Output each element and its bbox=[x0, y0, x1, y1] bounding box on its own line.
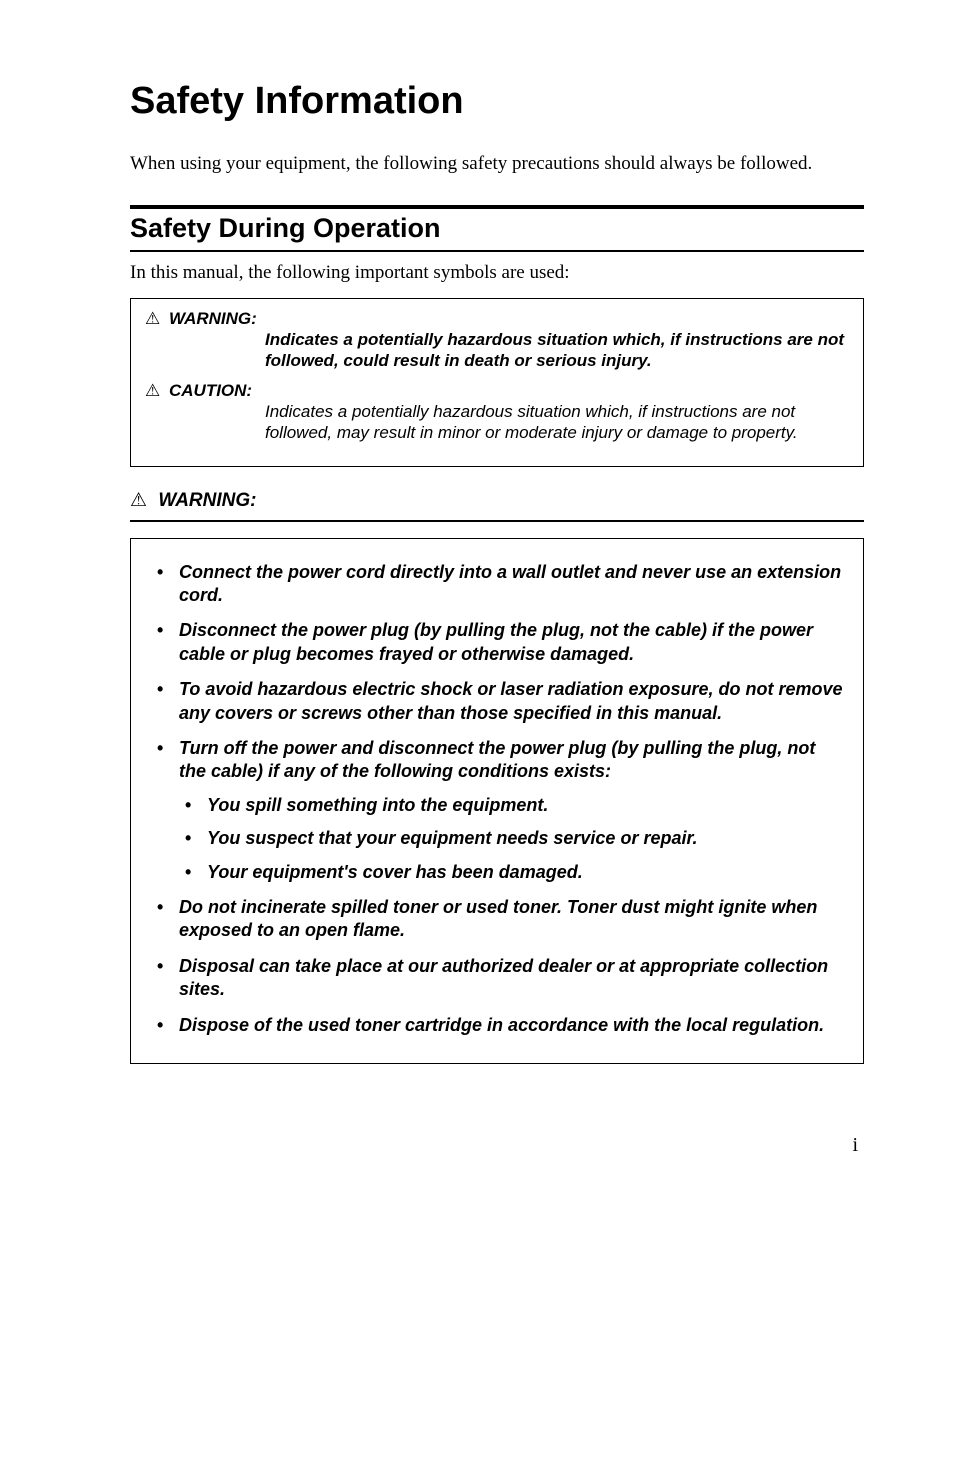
list-item: Connect the power cord directly into a w… bbox=[151, 561, 843, 608]
list-item: Do not incinerate spilled toner or used … bbox=[151, 896, 843, 943]
page-number: i bbox=[130, 1134, 864, 1157]
intro-paragraph: When using your equipment, the following… bbox=[130, 151, 864, 177]
caution-triangle-icon: ⚠ bbox=[145, 381, 160, 400]
section-intro: In this manual, the following important … bbox=[130, 262, 864, 284]
warning-label-text: WARNING: bbox=[169, 309, 257, 328]
list-item: You spill something into the equipment. bbox=[179, 794, 843, 817]
list-item-text: Do not incinerate spilled toner or used … bbox=[179, 897, 817, 940]
page-title: Safety Information bbox=[130, 80, 864, 123]
warning-definition: Indicates a potentially hazardous situat… bbox=[265, 329, 849, 372]
page-container: Safety Information When using your equip… bbox=[0, 0, 954, 1197]
warning-label: ⚠ WARNING: bbox=[145, 309, 257, 328]
warning-heading-rule: ⚠ WARNING: bbox=[130, 489, 864, 522]
warning-heading: ⚠ WARNING: bbox=[130, 489, 864, 512]
list-item-text: To avoid hazardous electric shock or las… bbox=[179, 679, 843, 722]
list-item: Your equipment's cover has been damaged. bbox=[179, 861, 843, 884]
list-item-text: Disposal can take place at our authorize… bbox=[179, 956, 828, 999]
list-item-text: Disconnect the power plug (by pulling th… bbox=[179, 620, 813, 663]
warning-heading-text: WARNING: bbox=[158, 490, 256, 511]
warning-list-box: Connect the power cord directly into a w… bbox=[130, 538, 864, 1064]
section-heading: Safety During Operation bbox=[130, 213, 864, 244]
list-item: Disposal can take place at our authorize… bbox=[151, 955, 843, 1002]
list-item: Turn off the power and disconnect the po… bbox=[151, 737, 843, 884]
caution-definition: Indicates a potentially hazardous situat… bbox=[265, 401, 849, 444]
caution-symbol-row: ⚠ CAUTION: Indicates a potentially hazar… bbox=[145, 381, 849, 444]
warning-symbol-row: ⚠ WARNING: Indicates a potentially hazar… bbox=[145, 309, 849, 372]
symbol-definitions-box: ⚠ WARNING: Indicates a potentially hazar… bbox=[130, 298, 864, 467]
list-item-text: You suspect that your equipment needs se… bbox=[207, 828, 697, 848]
section-heading-rule: Safety During Operation bbox=[130, 205, 864, 252]
warning-list: Connect the power cord directly into a w… bbox=[151, 561, 843, 1037]
caution-label: ⚠ CAUTION: bbox=[145, 381, 252, 400]
list-item: You suspect that your equipment needs se… bbox=[179, 827, 843, 850]
list-item-text: Connect the power cord directly into a w… bbox=[179, 562, 841, 605]
caution-label-text: CAUTION: bbox=[169, 381, 252, 400]
list-item: Disconnect the power plug (by pulling th… bbox=[151, 619, 843, 666]
list-item-text: Your equipment's cover has been damaged. bbox=[207, 862, 583, 882]
warning-triangle-icon: ⚠ bbox=[145, 309, 160, 328]
list-item-text: You spill something into the equipment. bbox=[207, 795, 548, 815]
list-item-text: Turn off the power and disconnect the po… bbox=[179, 738, 815, 781]
list-item: To avoid hazardous electric shock or las… bbox=[151, 678, 843, 725]
warning-heading-triangle-icon: ⚠ bbox=[130, 490, 147, 511]
list-item-text: Dispose of the used toner cartridge in a… bbox=[179, 1015, 824, 1035]
warning-sublist: You spill something into the equipment. … bbox=[179, 794, 843, 884]
list-item: Dispose of the used toner cartridge in a… bbox=[151, 1014, 843, 1037]
